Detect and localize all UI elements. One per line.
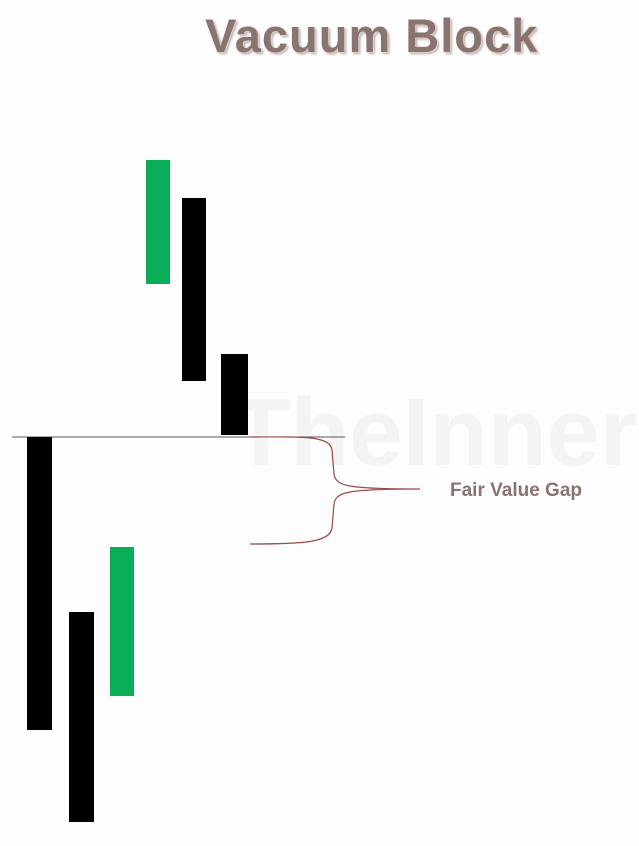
candle-bearish-2 bbox=[69, 612, 94, 822]
fair-value-gap-label: Fair Value Gap bbox=[450, 480, 582, 501]
candle-bullish-1 bbox=[110, 547, 134, 696]
candle-bearish-1 bbox=[27, 437, 52, 730]
candle-bullish-2 bbox=[146, 160, 170, 284]
candle-bearish-3 bbox=[182, 198, 206, 381]
candle-bearish-4 bbox=[221, 354, 248, 435]
page-title: Vacuum Block bbox=[205, 9, 539, 62]
fair-value-gap-brace bbox=[249, 436, 421, 545]
